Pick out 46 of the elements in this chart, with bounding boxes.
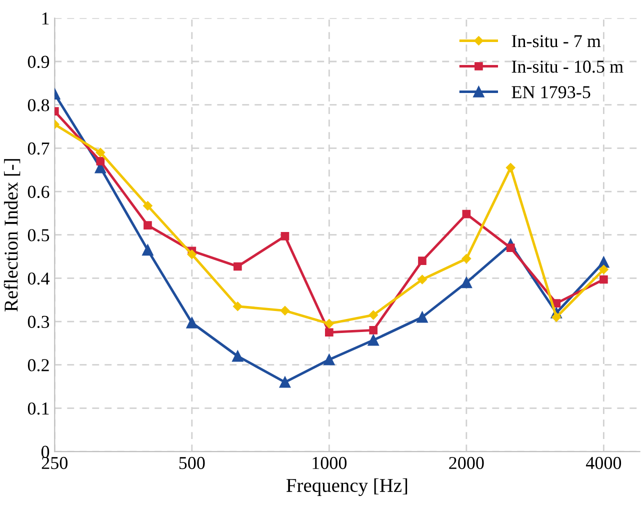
legend-label: In-situ - 10.5 m — [512, 60, 624, 73]
y-axis-title: Reflection Index [-] — [4, 159, 20, 312]
point — [144, 221, 152, 230]
y-tick-label: 0.5 — [28, 229, 50, 242]
point — [96, 148, 106, 158]
x-tick-label: 250 — [42, 456, 68, 470]
x-tick-label: 4000 — [586, 456, 622, 470]
point — [599, 264, 608, 274]
y-tick-label: 0.7 — [28, 142, 50, 155]
point — [187, 250, 197, 259]
x-tick-label: 1000 — [312, 456, 347, 470]
y-tick-label: 1 — [42, 12, 49, 24]
legend-label: EN 1793-5 — [512, 86, 590, 98]
point — [279, 376, 291, 388]
y-tick-label: 0.8 — [28, 99, 50, 112]
x-tick-label: 500 — [179, 456, 205, 470]
point — [234, 262, 242, 271]
point — [143, 201, 152, 210]
point — [186, 317, 198, 328]
point — [324, 354, 335, 366]
point — [369, 326, 378, 334]
y-tick-label: 0.3 — [28, 316, 50, 328]
point — [96, 157, 105, 166]
point — [462, 254, 472, 264]
point — [232, 350, 244, 362]
y-tick-label: 0.2 — [28, 359, 49, 372]
y-tick-label: 0.1 — [28, 402, 49, 415]
point — [552, 312, 561, 322]
point — [462, 210, 471, 218]
point — [460, 276, 472, 288]
point — [233, 302, 242, 311]
y-tick-label: 0.9 — [28, 56, 50, 68]
point — [325, 328, 334, 337]
y-tick-label: 0 — [41, 446, 50, 458]
point — [142, 244, 154, 256]
x-tick-label: 2000 — [449, 456, 484, 470]
point — [280, 232, 290, 240]
legend-label: In-situ - 7 m — [512, 35, 601, 48]
point — [280, 306, 290, 316]
y-tick-label: 0.6 — [28, 186, 50, 198]
point — [506, 244, 515, 252]
point — [324, 319, 334, 328]
point — [506, 163, 516, 172]
y-tick-label: 0.4 — [28, 272, 50, 285]
x-axis-title: Frequency [Hz] — [286, 478, 408, 496]
point — [600, 275, 608, 284]
